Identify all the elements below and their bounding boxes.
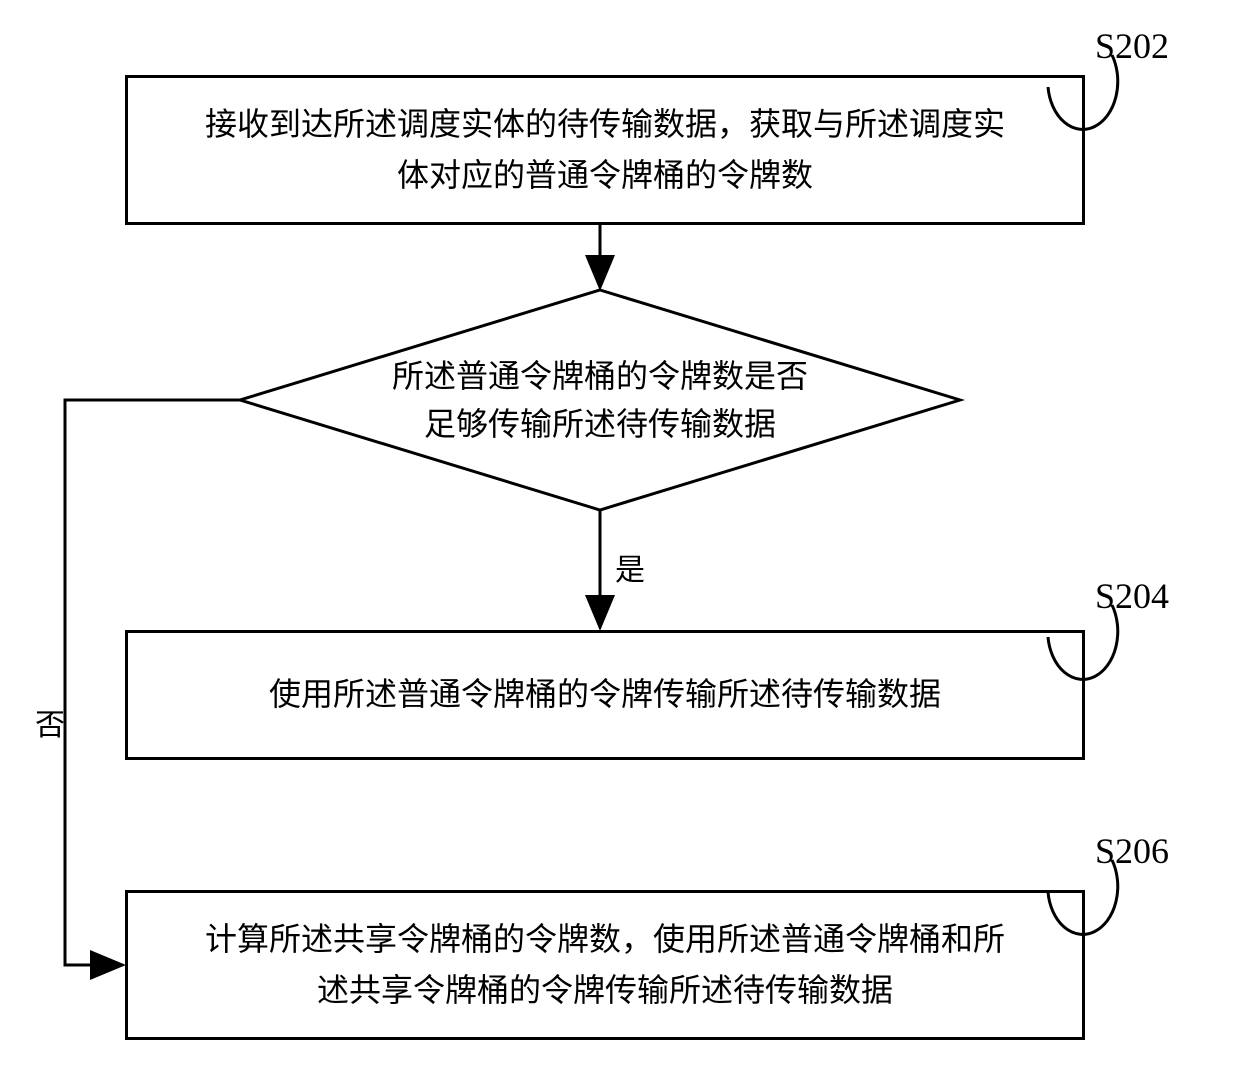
- step-label-s206: S206: [1095, 830, 1169, 872]
- node-decision-text-wrap: 所述普通令牌桶的令牌数是否足够传输所述待传输数据: [320, 352, 880, 452]
- edge-label-no: 否: [35, 700, 65, 744]
- node-s202-text: 接收到达所述调度实体的待传输数据，获取与所述调度实体对应的普通令牌桶的令牌数: [205, 99, 1005, 201]
- node-s204: 使用所述普通令牌桶的令牌传输所述待传输数据: [125, 630, 1085, 760]
- node-decision-shape: [240, 290, 960, 510]
- step-label-s202: S202: [1095, 25, 1169, 67]
- node-s206: 计算所述共享令牌桶的令牌数，使用所述普通令牌桶和所述共享令牌桶的令牌传输所述待传…: [125, 890, 1085, 1040]
- node-s202: 接收到达所述调度实体的待传输数据，获取与所述调度实体对应的普通令牌桶的令牌数: [125, 75, 1085, 225]
- edge-label-yes: 是: [615, 545, 645, 589]
- node-decision-text: 所述普通令牌桶的令牌数是否足够传输所述待传输数据: [320, 352, 880, 448]
- flowchart-container: S202 接收到达所述调度实体的待传输数据，获取与所述调度实体对应的普通令牌桶的…: [0, 0, 1240, 1090]
- node-s204-text: 使用所述普通令牌桶的令牌传输所述待传输数据: [269, 669, 941, 720]
- step-label-s204: S204: [1095, 575, 1169, 617]
- node-s206-text: 计算所述共享令牌桶的令牌数，使用所述普通令牌桶和所述共享令牌桶的令牌传输所述待传…: [205, 914, 1005, 1016]
